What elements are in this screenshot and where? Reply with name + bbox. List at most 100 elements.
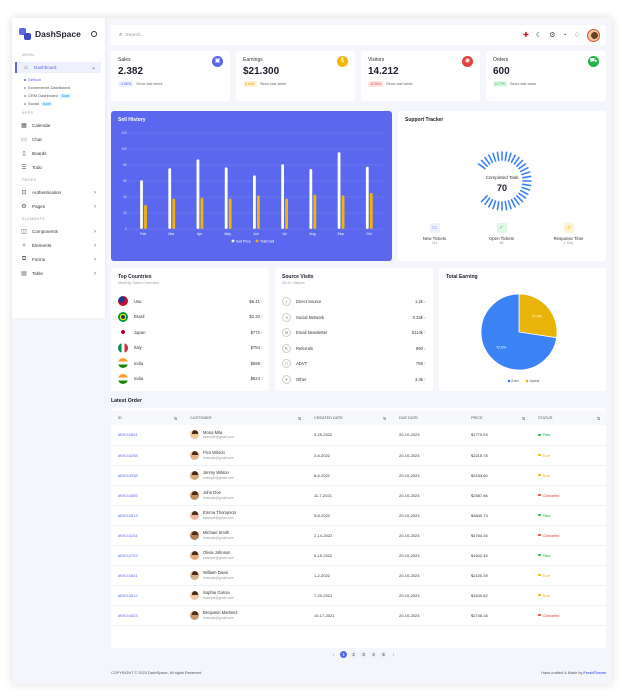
sidebar-item-label: Dashboard: [34, 65, 57, 70]
header-status[interactable]: STATUS ⇅: [538, 415, 600, 421]
sub-item-label: CRM Dashboard: [28, 93, 58, 98]
created-date: 8-6-2021: [314, 472, 331, 478]
order-id-link[interactable]: #EKG4729: [118, 552, 138, 558]
country-value: $6.41: [249, 298, 260, 304]
order-id-link[interactable]: #EKG4238: [118, 452, 138, 458]
flag-icon: [118, 327, 128, 337]
table-row[interactable]: #EKG4234 Michael Smith example@gmail.com 2-…: [111, 525, 606, 545]
status-dot: [538, 513, 541, 517]
sub-item-ecommerce[interactable]: Ecommerce Dashboard: [24, 85, 70, 90]
status-dot: [538, 613, 541, 617]
order-id-link[interactable]: #EKG4513: [118, 512, 138, 518]
search-bar[interactable]: ⌕ Search...: [119, 32, 145, 39]
logo-icon: [19, 28, 31, 40]
share-icon: ⋖: [282, 312, 291, 322]
notification-icon[interactable]: ◔: [562, 31, 567, 39]
gauge-tick: [492, 152, 497, 162]
page-4-button[interactable]: 4: [370, 651, 377, 658]
source-name: ADVT: [296, 361, 308, 366]
header-price[interactable]: PRICE ⇅: [471, 415, 525, 421]
sidebar-item-dashboard[interactable]: ⌂ Dashboard ⌄: [15, 62, 101, 73]
country-row: Italy $754 ↓: [118, 342, 263, 353]
customer-email: example@gmail.com: [203, 575, 234, 580]
menu-section-label: MENU: [22, 53, 35, 57]
card-subtitle: Monthly Sales Overview: [118, 281, 159, 285]
sub-item-social[interactable]: Social Soon: [24, 101, 53, 106]
table-row[interactable]: #EKG4512 Sophia Garcia example@gmail.com 7-…: [111, 585, 606, 605]
order-id-link[interactable]: #EKG4234: [118, 532, 138, 538]
page-3-button[interactable]: 3: [360, 651, 367, 658]
bell-icon[interactable]: ♢: [573, 32, 580, 39]
gauge-tick: [521, 175, 532, 179]
order-id-link[interactable]: #EKG4338: [118, 472, 138, 478]
page-1-button[interactable]: 1: [340, 651, 347, 658]
table-header: ID ⇅ CUSTOMER ⇅ CREATED DATE ⇅ DUE DATE PRI…: [111, 411, 606, 425]
page-2-button[interactable]: 2: [350, 651, 357, 658]
created-date: 7-20-2021: [314, 592, 333, 598]
order-id-link[interactable]: #EKG4512: [118, 592, 138, 598]
source-row: ◐ Direct Source 1.2k ↓: [282, 297, 426, 306]
customer-name: Michael Smith: [203, 530, 230, 536]
y-tick-label: 80: [123, 163, 127, 167]
users-icon: ◉: [462, 56, 473, 67]
sidebar-item-todo[interactable]: ☰ Todo: [15, 162, 101, 173]
y-tick-label: 20: [123, 211, 127, 215]
search-input[interactable]: Search...: [125, 32, 145, 38]
header-id[interactable]: ID ⇅: [118, 415, 177, 421]
sidebar-item-forms[interactable]: ⧉ Forms ›: [15, 254, 101, 265]
bar-sell-price: [365, 166, 369, 229]
sidebar-toggle-icon[interactable]: [91, 31, 97, 37]
sidebar-item-chat[interactable]: ▭ Chat: [15, 134, 101, 145]
logo[interactable]: DashSpace: [19, 28, 81, 40]
moon-icon[interactable]: ☾: [535, 32, 543, 39]
arrow-up-icon: ↑: [423, 361, 426, 366]
sidebar-item-components[interactable]: ◫ Components ›: [15, 226, 101, 237]
gauge-tick: [488, 154, 494, 164]
stat-note: Since last week: [386, 82, 413, 86]
prev-page-button[interactable]: ‹: [332, 652, 335, 657]
sidebar: DashSpace MENU ⌂ Dashboard ⌄ Default Eco…: [12, 18, 105, 318]
order-id-link[interactable]: #EKG4365: [118, 492, 138, 498]
order-id-link[interactable]: #EKG4831: [118, 432, 138, 438]
header-due[interactable]: DUE DATE: [399, 416, 418, 420]
x-tick-label: Feb: [140, 232, 146, 236]
table-row[interactable]: #EKG4023 Benjamin Martinez example@gmail.c…: [111, 605, 606, 625]
uk-flag-icon[interactable]: ✚: [523, 32, 529, 39]
source-value: 0.33k: [412, 314, 423, 320]
ticket-icon: ▭: [429, 223, 440, 233]
bar-total-sell: [341, 195, 345, 229]
gauge-tick: [496, 200, 500, 211]
table-row[interactable]: #EKG4831 Mona Mila example@gmail.com 3-25-2…: [111, 425, 606, 445]
table-row[interactable]: #EKG4365 John Doe example@gmail.com 11-7-20…: [111, 485, 606, 505]
next-page-button[interactable]: ›: [392, 652, 395, 657]
order-id-link[interactable]: #EKG4023: [118, 612, 138, 618]
table-row[interactable]: #EKG4238 Pico Wilson example@gmail.com 2-6-…: [111, 445, 606, 465]
sub-item-crm[interactable]: CRM Dashboard Soon: [24, 93, 72, 98]
table-row[interactable]: #EKG4338 Jimmy Wilson example@gmail.com 8-6…: [111, 465, 606, 485]
sidebar-item-calendar[interactable]: ▦ Calendar: [15, 120, 101, 131]
order-id-link[interactable]: #EKG4831: [118, 572, 138, 578]
sidebar-item-pages[interactable]: ⚙ Pages ›: [15, 201, 101, 212]
sidebar-item-authentication[interactable]: ⊡ Authentication ›: [15, 187, 101, 198]
table-row[interactable]: #EKG4729 Olivia Johnson example@gmail.com 6…: [111, 545, 606, 565]
credit-link[interactable]: FreshTheme: [583, 671, 606, 675]
gear-icon[interactable]: ⚙: [549, 32, 556, 39]
sidebar-item-elements[interactable]: ✧ Elements ›: [15, 240, 101, 251]
calendar-icon: ▦: [21, 123, 27, 129]
gauge-tick: [513, 197, 520, 206]
sub-item-default[interactable]: Default: [24, 77, 41, 82]
source-name: Social Network: [296, 314, 324, 320]
sidebar-item-table[interactable]: ▤ Table ›: [15, 268, 101, 279]
sidebar-item-boards[interactable]: ▯ Boards: [15, 148, 101, 159]
gauge-tick: [510, 198, 516, 208]
arrow-up-icon: ↑: [260, 376, 263, 381]
sidebar-item-label: Calendar: [32, 123, 51, 128]
other-icon: ✦: [282, 374, 291, 384]
table-row[interactable]: #EKG4513 Emma Thompson example@gmail.com 5-…: [111, 505, 606, 525]
user-avatar[interactable]: [587, 28, 600, 42]
table-row[interactable]: #EKG4831 William Davis example@gmail.com 1-…: [111, 565, 606, 585]
gauge-tick: [519, 189, 529, 195]
header-customer[interactable]: CUSTOMER ⇅: [190, 415, 301, 421]
page-5-button[interactable]: 5: [380, 651, 387, 658]
header-created[interactable]: CREATED DATE ⇅: [314, 415, 386, 421]
